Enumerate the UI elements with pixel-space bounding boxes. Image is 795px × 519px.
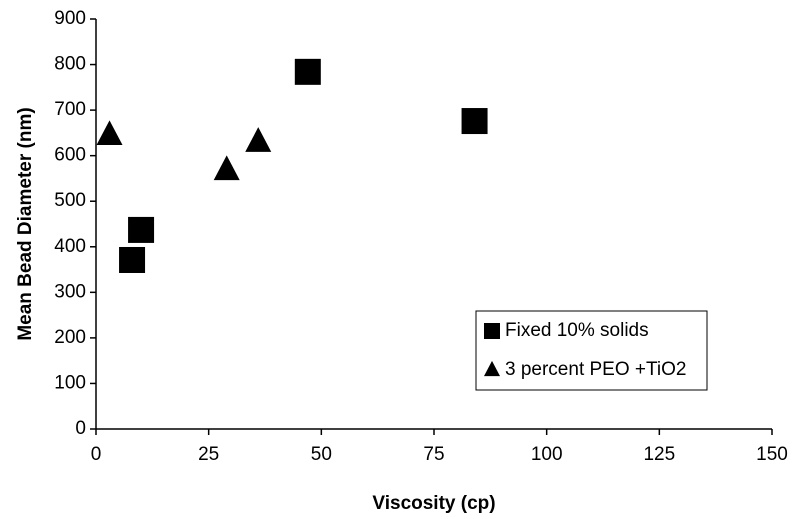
x-tick-label: 50 bbox=[311, 444, 332, 465]
y-tick-label: 600 bbox=[54, 145, 86, 166]
y-axis-title: Mean Bead Diameter (nm) bbox=[15, 107, 36, 340]
triangle-marker bbox=[213, 155, 240, 181]
legend-box bbox=[475, 310, 708, 391]
square-marker bbox=[128, 216, 155, 243]
triangle-marker bbox=[96, 120, 123, 146]
legend-marker bbox=[484, 323, 500, 339]
legend-label: Fixed 10% solids bbox=[505, 320, 649, 341]
square-marker bbox=[119, 246, 146, 273]
y-tick-label: 300 bbox=[54, 281, 86, 302]
x-tick-label: 75 bbox=[423, 444, 444, 465]
y-tick-label: 200 bbox=[54, 327, 86, 348]
y-tick-label: 700 bbox=[54, 99, 86, 120]
x-tick-label: 150 bbox=[756, 444, 788, 465]
y-tick-label: 900 bbox=[54, 8, 86, 29]
x-tick-label: 0 bbox=[91, 444, 102, 465]
x-tick-label: 125 bbox=[643, 444, 675, 465]
square-marker bbox=[294, 58, 321, 85]
x-axis-title: Viscosity (cp) bbox=[372, 493, 495, 514]
y-tick-label: 0 bbox=[75, 418, 86, 439]
y-tick-label: 500 bbox=[54, 190, 86, 211]
x-tick-label: 100 bbox=[531, 444, 563, 465]
triangle-marker bbox=[245, 127, 272, 152]
y-tick-label: 100 bbox=[54, 372, 86, 393]
square-marker bbox=[461, 108, 488, 135]
x-tick-label: 25 bbox=[198, 444, 219, 465]
y-tick-label: 400 bbox=[54, 236, 86, 257]
legend-marker bbox=[484, 360, 500, 377]
legend-label: 3 percent PEO +TiO2 bbox=[505, 359, 686, 380]
y-tick-label: 800 bbox=[54, 54, 86, 75]
